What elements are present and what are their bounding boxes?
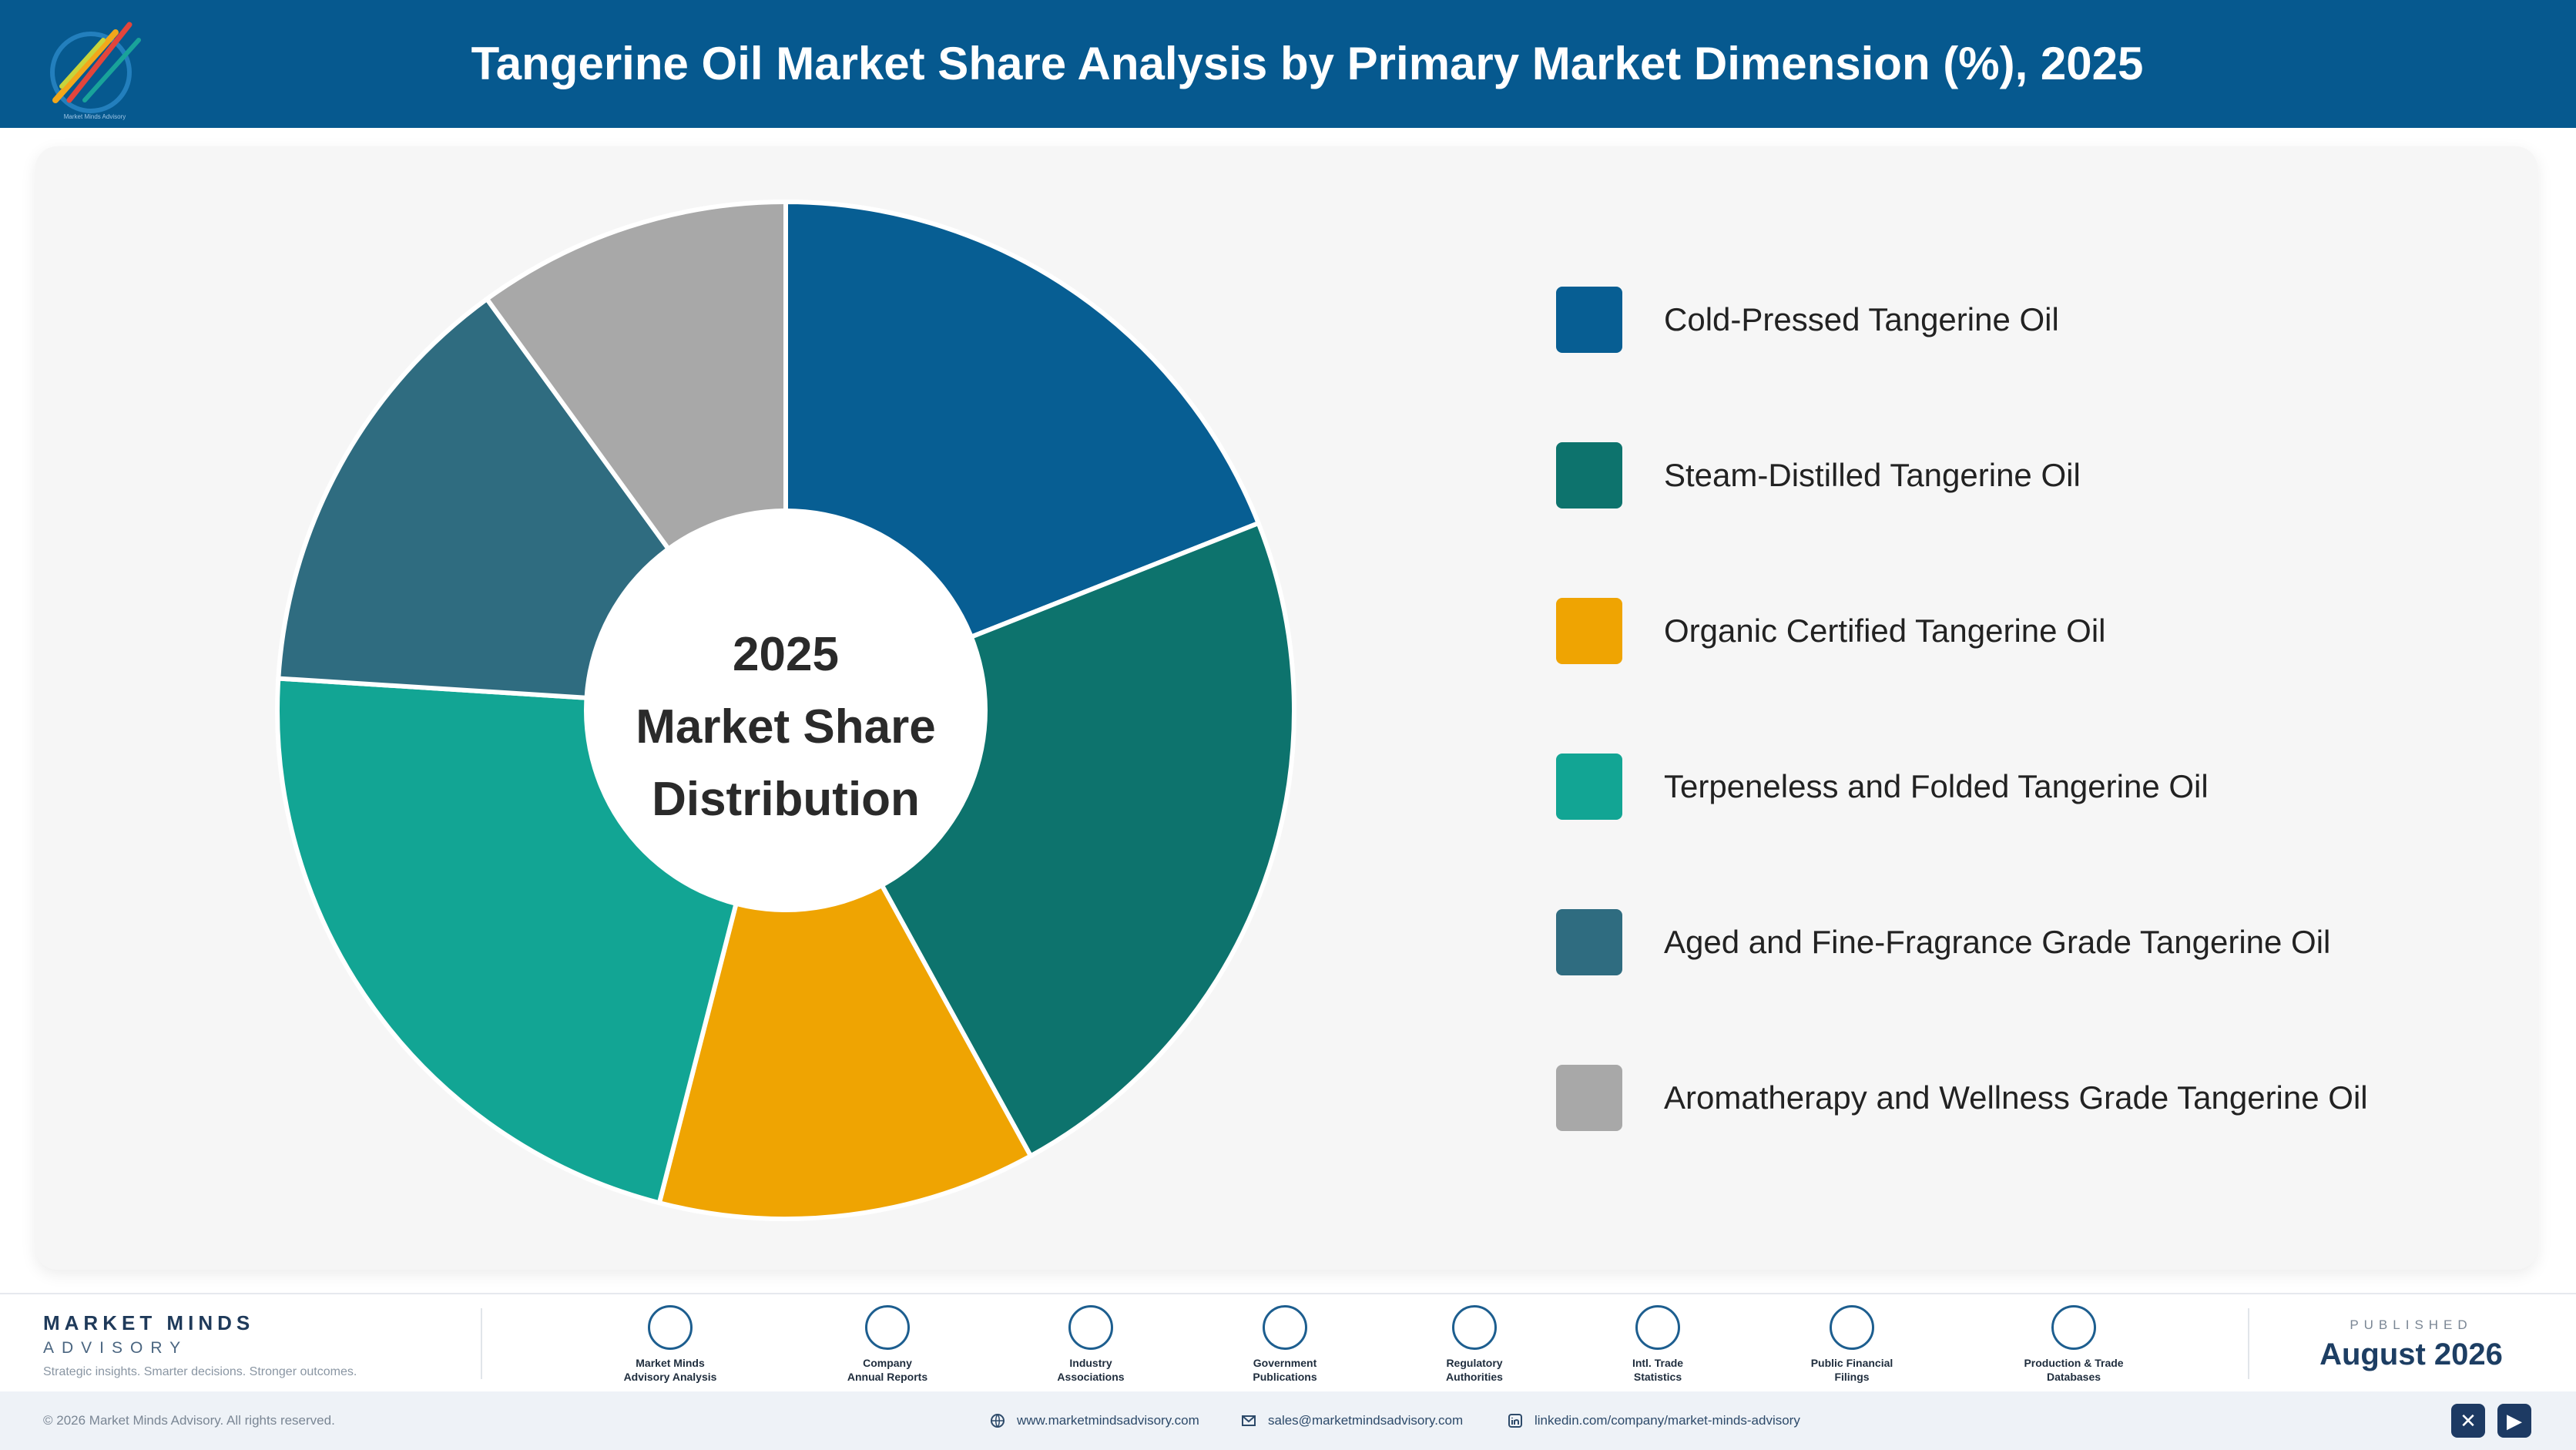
footer: MARKET MINDS ADVISORY Strategic insights… (0, 1293, 2576, 1391)
currency-icon (1830, 1305, 1874, 1350)
legend-label: Steam-Distilled Tangerine Oil (1664, 457, 2081, 493)
published-date: August 2026 (2319, 1338, 2503, 1371)
website-link[interactable]: www.marketmindsadvisory.com (989, 1391, 1199, 1450)
legend-swatch (1556, 287, 1622, 353)
source-label: Market Minds Advisory Analysis (623, 1357, 717, 1383)
center-label-line3: Distribution (652, 773, 920, 826)
mail-icon (1242, 1415, 1256, 1426)
source-item: Regulatory Authorities (1405, 1305, 1544, 1384)
legend-swatch (1556, 909, 1622, 975)
header-bar: Market Minds Advisory Tangerine Oil Mark… (0, 0, 2576, 128)
legend-label: Organic Certified Tangerine Oil (1664, 613, 2106, 649)
logo-text: Market Minds Advisory (64, 113, 126, 120)
source-label: Government Publications (1253, 1357, 1317, 1383)
database-icon (2051, 1305, 2096, 1350)
brand-name: MARKET MINDS (43, 1311, 255, 1334)
legend-item: Organic Certified Tangerine Oil (1556, 598, 2480, 664)
source-item: Public Financial Filings (1783, 1305, 1921, 1384)
legend-item: Terpeneless and Folded Tangerine Oil (1556, 754, 2480, 820)
logo-icon: Market Minds Advisory (50, 22, 141, 120)
source-item: Government Publications (1216, 1305, 1354, 1384)
page-title: Tangerine Oil Market Share Analysis by P… (471, 38, 2144, 89)
source-label: Company Annual Reports (847, 1357, 928, 1383)
globe-icon (991, 1414, 1005, 1428)
legend-item: Steam-Distilled Tangerine Oil (1556, 442, 2480, 509)
center-label-line2: Market Share (636, 700, 935, 754)
source-label: Public Financial Filings (1810, 1357, 1893, 1383)
bottom-bar: © 2026 Market Minds Advisory. All rights… (0, 1391, 2576, 1450)
x-social-icon[interactable]: ✕ (2451, 1404, 2485, 1438)
source-item: Intl. Trade Statistics (1588, 1305, 1727, 1384)
brand-tagline: Strategic insights. Smarter decisions. S… (43, 1365, 357, 1378)
building-icon (1263, 1305, 1307, 1350)
linkedin-link[interactable]: linkedin.com/company/market-minds-adviso… (1507, 1391, 1800, 1450)
source-item: Market Minds Advisory Analysis (601, 1305, 740, 1384)
donut-chart: 2025 Market Share Distribution (275, 199, 1296, 1221)
source-label: Industry Associations (1057, 1357, 1125, 1383)
pie-slice-3 (656, 703, 1035, 1221)
website-text: www.marketmindsadvisory.com (1017, 1413, 1199, 1428)
published-label: PUBLISHED (2350, 1317, 2473, 1332)
donut-hole (584, 509, 988, 912)
source-item: Company Annual Reports (818, 1305, 957, 1384)
legend-item: Aged and Fine-Fragrance Grade Tangerine … (1556, 909, 2480, 975)
source-label: Intl. Trade Statistics (1632, 1357, 1684, 1383)
linkedin-icon (1508, 1414, 1522, 1428)
center-label-year: 2025 (733, 628, 839, 681)
brand-sub: ADVISORY (43, 1339, 189, 1357)
footer-divider (2248, 1308, 2249, 1379)
legend-item: Cold-Pressed Tangerine Oil (1556, 287, 2480, 353)
shield-icon (1452, 1305, 1497, 1350)
legend-swatch (1556, 598, 1622, 664)
legend-label: Cold-Pressed Tangerine Oil (1664, 301, 2059, 337)
legend-label: Terpeneless and Folded Tangerine Oil (1664, 768, 2209, 804)
legend-label: Aromatherapy and Wellness Grade Tangerin… (1664, 1079, 2368, 1116)
youtube-social-icon[interactable]: ▶ (2497, 1404, 2531, 1438)
legend-swatch (1556, 754, 1622, 820)
copyright-text: © 2026 Market Minds Advisory. All rights… (43, 1413, 335, 1428)
chart-line-icon (648, 1305, 693, 1350)
source-item: Industry Associations (1021, 1305, 1160, 1384)
email-text: sales@marketmindsadvisory.com (1268, 1413, 1464, 1428)
legend-swatch (1556, 442, 1622, 509)
source-label: Regulatory Authorities (1446, 1357, 1503, 1383)
chart-card: 2025 Market Share Distribution (35, 146, 2537, 1270)
legend-swatch (1556, 1065, 1622, 1131)
globe-icon (1635, 1305, 1680, 1350)
legend-item: Aromatherapy and Wellness Grade Tangerin… (1556, 1065, 2480, 1131)
footer-divider (481, 1308, 482, 1379)
source-item: Production & Trade Databases (2004, 1305, 2143, 1384)
email-link[interactable]: sales@marketmindsadvisory.com (1240, 1391, 1463, 1450)
legend-label: Aged and Fine-Fragrance Grade Tangerine … (1664, 924, 2331, 960)
network-icon (1068, 1305, 1113, 1350)
linkedin-text: linkedin.com/company/market-minds-adviso… (1535, 1413, 1800, 1428)
source-label: Production & Trade Databases (2024, 1357, 2124, 1383)
document-icon (865, 1305, 910, 1350)
